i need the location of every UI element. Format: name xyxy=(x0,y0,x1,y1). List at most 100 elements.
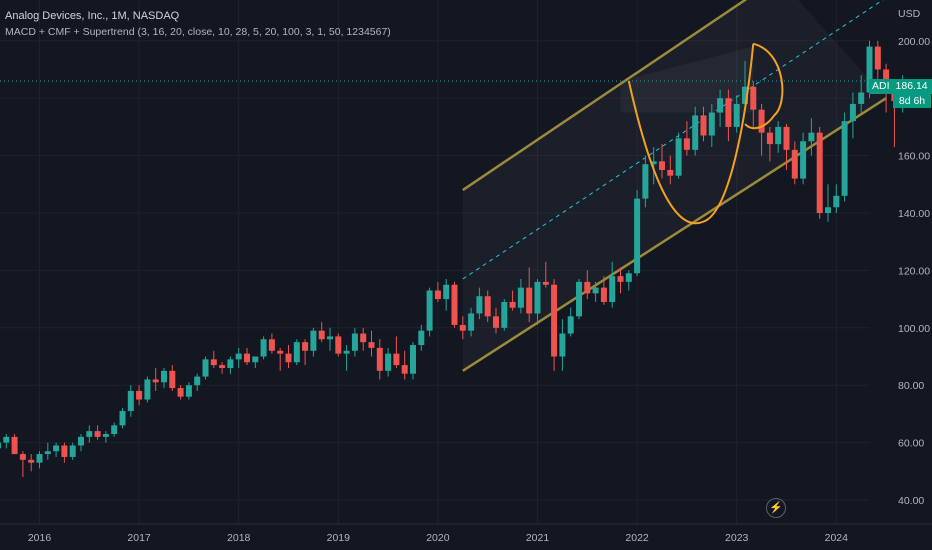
candle-down xyxy=(335,336,342,354)
candle-down xyxy=(376,347,383,371)
candle-up xyxy=(841,121,848,196)
candle-down xyxy=(177,388,184,397)
y-tick-label: 60.00 xyxy=(898,438,924,450)
y-tick-label: 40.00 xyxy=(898,495,924,507)
candle-up xyxy=(86,431,93,437)
candle-up xyxy=(69,445,76,457)
candle-up xyxy=(833,195,840,208)
candle-up xyxy=(327,336,333,340)
x-tick-label: 2016 xyxy=(28,532,52,544)
candle-down xyxy=(459,324,466,331)
channel-fill xyxy=(462,0,887,371)
chart-legend: Analog Devices, Inc., 1M, NASDAQ MACD + … xyxy=(5,8,391,40)
candle-down xyxy=(766,132,773,145)
candle-up xyxy=(426,290,433,331)
candle-down xyxy=(783,126,790,150)
candle-down xyxy=(219,365,226,368)
candle-up xyxy=(576,281,582,317)
candle-up xyxy=(443,284,450,300)
candle-down xyxy=(169,370,176,389)
candle-up xyxy=(343,350,350,354)
candle-down xyxy=(584,281,591,294)
candle-up xyxy=(642,164,649,199)
candle-up xyxy=(592,287,599,294)
candle-up xyxy=(351,333,358,351)
candle-down xyxy=(667,169,674,176)
symbol-title[interactable]: Analog Devices, Inc., 1M, NASDAQ xyxy=(5,10,180,22)
candle-up xyxy=(410,345,416,374)
candle-down xyxy=(268,339,275,351)
y-tick-label: 80.00 xyxy=(898,380,924,392)
candle-up xyxy=(161,370,167,383)
candle-up xyxy=(650,161,657,165)
candle-up xyxy=(3,436,10,443)
candle-down xyxy=(61,445,68,457)
candle-up xyxy=(418,330,425,346)
y-tick-label: 160.00 xyxy=(898,151,930,163)
candle-up xyxy=(127,390,134,412)
candle-down xyxy=(874,46,881,70)
candle-down xyxy=(94,431,101,437)
candle-down xyxy=(152,379,159,383)
candle-up xyxy=(692,115,699,150)
candle-down xyxy=(816,132,823,213)
candle-down xyxy=(551,284,558,357)
candle-down xyxy=(600,287,607,302)
bar-countdown: 8d 6h xyxy=(893,94,931,108)
candle-down xyxy=(360,333,367,343)
candle-down xyxy=(401,365,408,374)
ticker-badge: ADI xyxy=(869,79,893,94)
candle-down xyxy=(318,330,325,340)
candle-up xyxy=(742,86,748,104)
candle-down xyxy=(136,390,143,400)
candle-down xyxy=(451,284,458,325)
candle-up xyxy=(185,385,192,397)
channel-upper-line xyxy=(462,0,748,192)
candle-up xyxy=(517,287,524,308)
candle-down xyxy=(509,301,516,308)
candle-up xyxy=(800,141,807,179)
candle-up xyxy=(144,379,151,400)
candle-up xyxy=(476,296,483,314)
candle-down xyxy=(368,342,375,348)
y-tick-label: 100.00 xyxy=(898,323,930,335)
x-tick-label: 2019 xyxy=(327,532,351,544)
candle-down xyxy=(542,281,549,285)
candle-up xyxy=(385,353,392,371)
candle-up xyxy=(866,46,873,93)
y-tick-label: 200.00 xyxy=(898,36,930,48)
candle-up xyxy=(252,356,259,363)
handle-pattern-curve xyxy=(744,42,784,130)
candle-up xyxy=(310,330,317,351)
candle-up xyxy=(36,454,43,463)
candle-up xyxy=(260,339,267,357)
cup-pattern-curve xyxy=(627,43,755,225)
channel-lower-line xyxy=(462,97,887,372)
candle-down xyxy=(28,459,35,463)
candle-down xyxy=(659,161,665,170)
candle-down xyxy=(791,149,798,179)
candle-up xyxy=(733,103,740,127)
candle-down xyxy=(285,353,292,363)
y-tick-label: 120.00 xyxy=(898,265,930,277)
x-tick-label: 2017 xyxy=(127,532,151,544)
candle-up xyxy=(849,103,856,122)
indicator-label[interactable]: MACD + CMF + Supertrend (3, 16, 20, clos… xyxy=(5,26,391,38)
candle-down xyxy=(11,436,18,455)
x-tick-label: 2020 xyxy=(426,532,450,544)
candle-up xyxy=(119,411,126,426)
candle-up xyxy=(808,132,815,142)
candle-up xyxy=(858,92,865,104)
candle-up xyxy=(634,198,641,274)
candle-down xyxy=(277,350,284,354)
candle-down xyxy=(758,109,765,133)
candle-up xyxy=(625,273,632,282)
candle-up xyxy=(202,359,209,377)
candle-down xyxy=(526,287,533,314)
candle-up xyxy=(468,313,475,331)
lightning-icon[interactable]: ⚡ xyxy=(766,498,786,518)
candle-down xyxy=(700,115,707,136)
candle-up xyxy=(775,126,782,145)
